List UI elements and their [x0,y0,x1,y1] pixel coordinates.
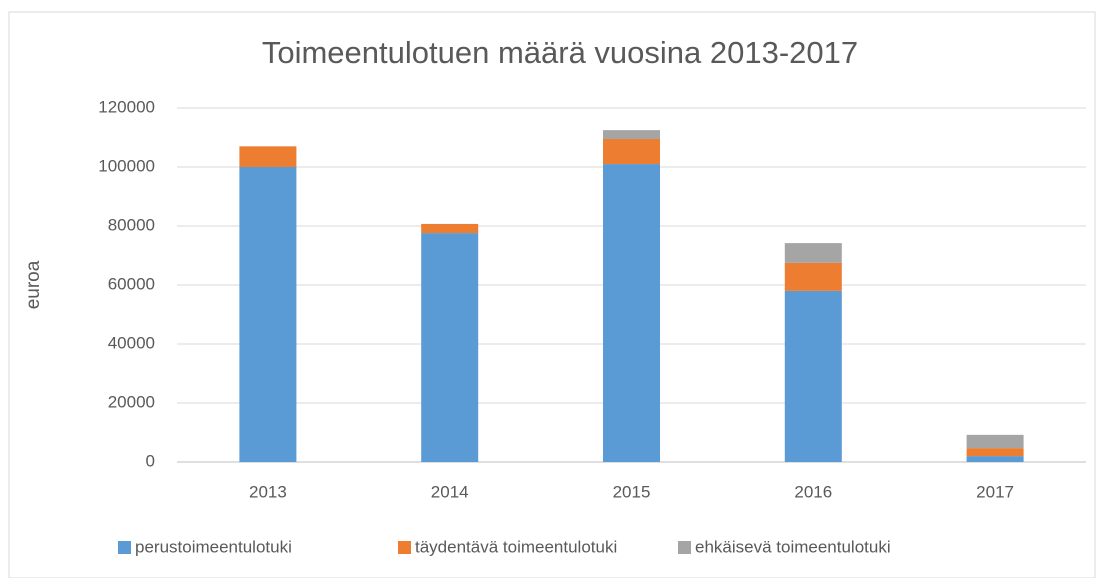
bar-segment [784,262,842,291]
bar-segment [239,146,297,167]
legend-label: perustoimeentulotuki [135,537,292,556]
bar-segment [784,290,842,462]
y-axis-title: euroa [23,260,44,309]
bar-segment [421,233,479,462]
x-tick-label: 2014 [431,482,469,501]
legend-label: täydentävä toimeentulotuki [415,537,617,556]
legend-swatch [118,541,131,554]
chart-title: Toimeentulotuen määrä vuosina 2013-2017 [262,35,858,70]
y-tick-label: 100000 [98,156,155,175]
bar-segment [784,243,842,263]
legend-label: ehkäisevä toimeentulotuki [695,537,891,556]
x-tick-label: 2013 [249,482,287,501]
x-tick-label: 2017 [976,482,1014,501]
legend-swatch [398,541,411,554]
y-tick-label: 0 [146,451,155,470]
bar-segment [603,164,660,463]
y-tick-label: 60000 [108,274,155,293]
x-tick-label: 2015 [613,482,651,501]
chart-frame [8,11,1096,578]
bar-segment [603,138,660,165]
bar-segment [966,448,1024,457]
bar-segment [603,130,660,139]
y-tick-label: 40000 [108,333,155,352]
bar-segment [239,167,297,462]
bar-segment [421,223,479,234]
y-tick-label: 20000 [108,392,155,411]
x-tick-label: 2016 [794,482,832,501]
legend-swatch [678,541,691,554]
y-tick-label: 120000 [98,97,155,116]
bar-segment [966,434,1024,449]
bar-segment [966,456,1024,462]
y-tick-label: 80000 [108,215,155,234]
